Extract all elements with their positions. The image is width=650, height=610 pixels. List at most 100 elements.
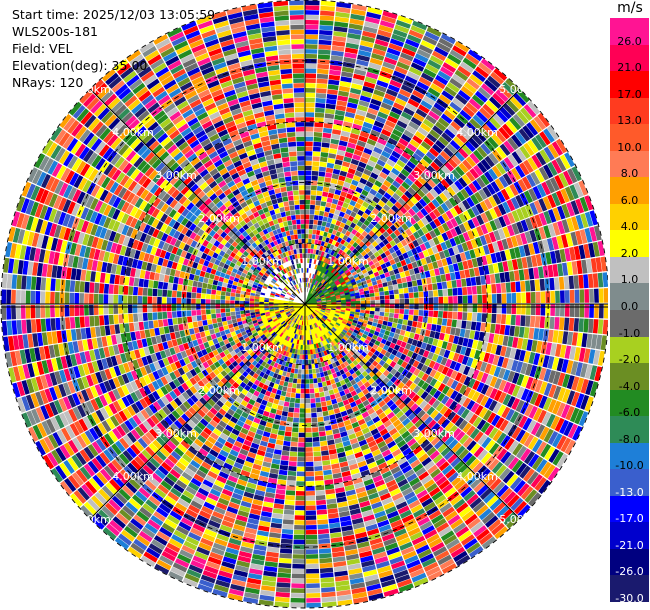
velocity-gate <box>394 435 404 444</box>
velocity-gate <box>463 490 476 502</box>
velocity-gate <box>358 545 371 554</box>
velocity-gate <box>386 365 394 373</box>
velocity-gate <box>205 497 217 506</box>
velocity-gate <box>454 328 461 337</box>
velocity-gate <box>359 465 369 473</box>
velocity-gate <box>125 501 139 514</box>
velocity-gate <box>478 508 492 521</box>
velocity-gate <box>228 378 236 385</box>
velocity-gate <box>315 310 320 313</box>
velocity-gate <box>357 541 370 549</box>
velocity-gate <box>328 187 336 194</box>
velocity-gate <box>330 234 336 240</box>
velocity-gate <box>331 173 339 180</box>
velocity-gate <box>166 440 177 451</box>
velocity-gate <box>460 61 474 74</box>
velocity-gate <box>271 388 278 394</box>
velocity-gate <box>302 354 305 360</box>
velocity-gate <box>290 446 298 452</box>
velocity-gate <box>391 448 402 457</box>
velocity-gate <box>339 510 350 518</box>
velocity-gate <box>402 252 409 260</box>
velocity-gate <box>349 290 355 295</box>
velocity-gate <box>360 469 371 477</box>
velocity-gate <box>510 476 522 490</box>
velocity-gate <box>495 89 509 102</box>
velocity-gate <box>355 398 362 406</box>
velocity-gate <box>125 481 138 494</box>
velocity-gate <box>269 433 278 440</box>
velocity-gate <box>349 92 360 100</box>
velocity-gate <box>485 274 491 285</box>
velocity-gate <box>226 506 239 515</box>
velocity-gate <box>347 375 354 382</box>
velocity-gate <box>476 146 488 158</box>
velocity-gate <box>543 397 553 411</box>
velocity-gate <box>420 356 427 364</box>
velocity-gate <box>297 457 305 462</box>
velocity-gate <box>127 546 143 559</box>
velocity-gate <box>502 261 509 272</box>
velocity-gate <box>413 292 419 298</box>
velocity-gate <box>501 357 509 369</box>
velocity-gate <box>530 315 536 328</box>
velocity-gate <box>462 437 473 448</box>
velocity-gate <box>404 211 412 220</box>
velocity-gate <box>181 471 193 482</box>
velocity-gate <box>529 229 537 242</box>
velocity-gate <box>375 142 385 150</box>
velocity-gate <box>106 523 120 537</box>
velocity-gate <box>344 292 350 296</box>
velocity-gate <box>333 164 342 170</box>
velocity-gate <box>415 354 423 362</box>
velocity-gate <box>381 128 392 137</box>
velocity-gate <box>273 398 280 405</box>
velocity-gate <box>435 275 442 283</box>
velocity-gate <box>348 266 354 271</box>
velocity-gate <box>379 492 391 501</box>
velocity-gate <box>292 383 297 389</box>
velocity-gate <box>342 121 353 128</box>
velocity-gate <box>481 511 496 525</box>
velocity-gate <box>491 284 497 294</box>
velocity-gate <box>379 291 385 296</box>
velocity-gate <box>289 358 294 363</box>
velocity-gate <box>374 385 382 393</box>
velocity-gate <box>400 52 414 62</box>
velocity-gate <box>432 454 443 464</box>
velocity-gate <box>262 336 268 342</box>
velocity-gate <box>340 130 351 138</box>
velocity-gate <box>335 360 340 367</box>
velocity-gate <box>347 273 353 279</box>
velocity-gate <box>448 264 455 273</box>
velocity-gate <box>463 386 472 397</box>
velocity-gate <box>559 154 571 170</box>
velocity-gate <box>484 79 498 92</box>
velocity-gate <box>580 394 590 410</box>
velocity-gate <box>357 402 365 410</box>
velocity-gate <box>567 331 574 346</box>
velocity-gate <box>137 452 149 464</box>
velocity-gate <box>372 280 378 286</box>
velocity-gate <box>474 404 484 416</box>
velocity-gate <box>262 343 268 349</box>
velocity-gate <box>487 75 501 89</box>
velocity-gate <box>194 551 209 561</box>
velocity-gate <box>490 323 496 334</box>
velocity-gate <box>334 21 349 28</box>
velocity-gate <box>471 94 485 107</box>
velocity-gate <box>428 310 434 317</box>
velocity-gate <box>483 244 490 255</box>
velocity-gate <box>203 501 215 511</box>
velocity-gate <box>584 396 594 412</box>
velocity-gate <box>351 281 357 286</box>
velocity-gate <box>215 424 225 433</box>
velocity-gate <box>242 371 249 378</box>
velocity-gate <box>298 427 305 433</box>
velocity-gate <box>185 450 195 460</box>
velocity-gate <box>364 574 379 582</box>
velocity-gate <box>252 438 261 445</box>
velocity-gate <box>326 308 331 311</box>
velocity-gate <box>405 522 419 532</box>
velocity-gate <box>159 433 170 443</box>
